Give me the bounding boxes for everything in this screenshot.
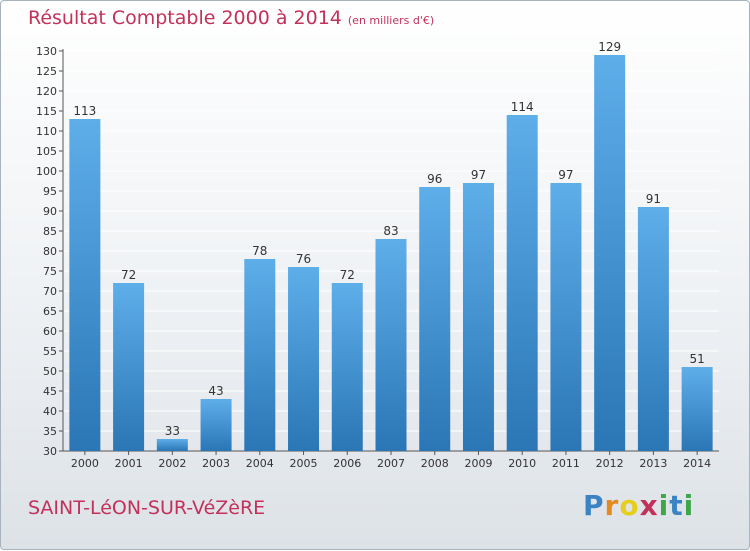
bar-2004 (244, 259, 276, 451)
y-tick-label: 85 (43, 225, 57, 238)
y-tick-label: 105 (36, 145, 57, 158)
x-tick-label-2000: 2000 (71, 457, 99, 470)
x-tick-label-2010: 2010 (508, 457, 536, 470)
data-label-2006: 72 (340, 268, 355, 282)
x-tick-label-2004: 2004 (246, 457, 274, 470)
bar-2013 (637, 207, 669, 451)
bar-2002 (156, 439, 188, 451)
y-tick-label: 75 (43, 265, 57, 278)
logo-letter: i (683, 489, 695, 522)
y-tick-label: 60 (43, 325, 57, 338)
x-tick-label-2012: 2012 (596, 457, 624, 470)
chart-title-text: Résultat Comptable 2000 à 2014 (28, 7, 342, 29)
logo-letter: t (669, 489, 684, 522)
data-label-2011: 97 (558, 168, 573, 182)
y-tick-label: 100 (36, 165, 57, 178)
y-tick-label: 70 (43, 285, 57, 298)
y-tick-label: 90 (43, 205, 57, 218)
x-tick-label-2003: 2003 (202, 457, 230, 470)
logo-letter: r (604, 489, 620, 522)
data-label-2012: 129 (598, 40, 621, 54)
data-label-2000: 113 (73, 104, 96, 118)
y-tick-label: 45 (43, 385, 57, 398)
chart-unit: (en milliers d'€) (347, 14, 435, 27)
y-tick-label: 120 (36, 85, 57, 98)
y-tick-label: 30 (43, 445, 57, 458)
x-tick-label-2002: 2002 (158, 457, 186, 470)
x-tick-label-2008: 2008 (421, 457, 449, 470)
data-label-2005: 76 (296, 252, 311, 266)
x-tick-label-2001: 2001 (115, 457, 143, 470)
data-label-2003: 43 (208, 384, 223, 398)
bar-2011 (550, 183, 582, 451)
logo-letter: i (658, 489, 670, 522)
bar-2010 (506, 115, 538, 451)
y-tick-label: 125 (36, 65, 57, 78)
data-label-2008: 96 (427, 172, 442, 186)
bar-2000 (69, 119, 101, 451)
bar-2001 (113, 283, 145, 451)
bar-2006 (331, 283, 363, 451)
x-tick-label-2006: 2006 (333, 457, 361, 470)
y-tick-label: 80 (43, 245, 57, 258)
data-label-2001: 72 (121, 268, 136, 282)
x-tick-label-2007: 2007 (377, 457, 405, 470)
bar-2007 (375, 239, 407, 451)
data-label-2004: 78 (252, 244, 267, 258)
data-label-2002: 33 (165, 424, 180, 438)
x-tick-label-2011: 2011 (552, 457, 580, 470)
y-tick-label: 110 (36, 125, 57, 138)
data-label-2009: 97 (471, 168, 486, 182)
bar-2005 (288, 267, 320, 451)
x-tick-label-2005: 2005 (290, 457, 318, 470)
data-label-2014: 51 (689, 352, 704, 366)
y-tick-label: 95 (43, 185, 57, 198)
chart-title: Résultat Comptable 2000 à 2014 (en millie… (28, 7, 434, 29)
data-label-2010: 114 (511, 100, 534, 114)
data-label-2013: 91 (646, 192, 661, 206)
x-tick-label-2013: 2013 (639, 457, 667, 470)
y-tick-label: 40 (43, 405, 57, 418)
y-tick-label: 50 (43, 365, 57, 378)
y-tick-label: 65 (43, 305, 57, 318)
bar-2009 (462, 183, 494, 451)
bar-2012 (594, 55, 626, 451)
commune-name: SAINT-LéON-SUR-VéZèRE (28, 497, 266, 519)
data-label-2007: 83 (383, 224, 398, 238)
x-tick-label-2014: 2014 (683, 457, 711, 470)
y-tick-label: 115 (36, 105, 57, 118)
logo-letter: o (619, 489, 640, 522)
logo-letter: P (583, 489, 605, 522)
y-tick-label: 130 (36, 45, 57, 58)
y-tick-label: 35 (43, 425, 57, 438)
bar-2003 (200, 399, 232, 451)
x-tick-label-2009: 2009 (464, 457, 492, 470)
logo-letter: x (639, 489, 659, 522)
y-tick-label: 55 (43, 345, 57, 358)
bar-2014 (681, 367, 713, 451)
proxiti-logo[interactable]: Proxiti (583, 489, 694, 522)
bar-2008 (419, 187, 451, 451)
